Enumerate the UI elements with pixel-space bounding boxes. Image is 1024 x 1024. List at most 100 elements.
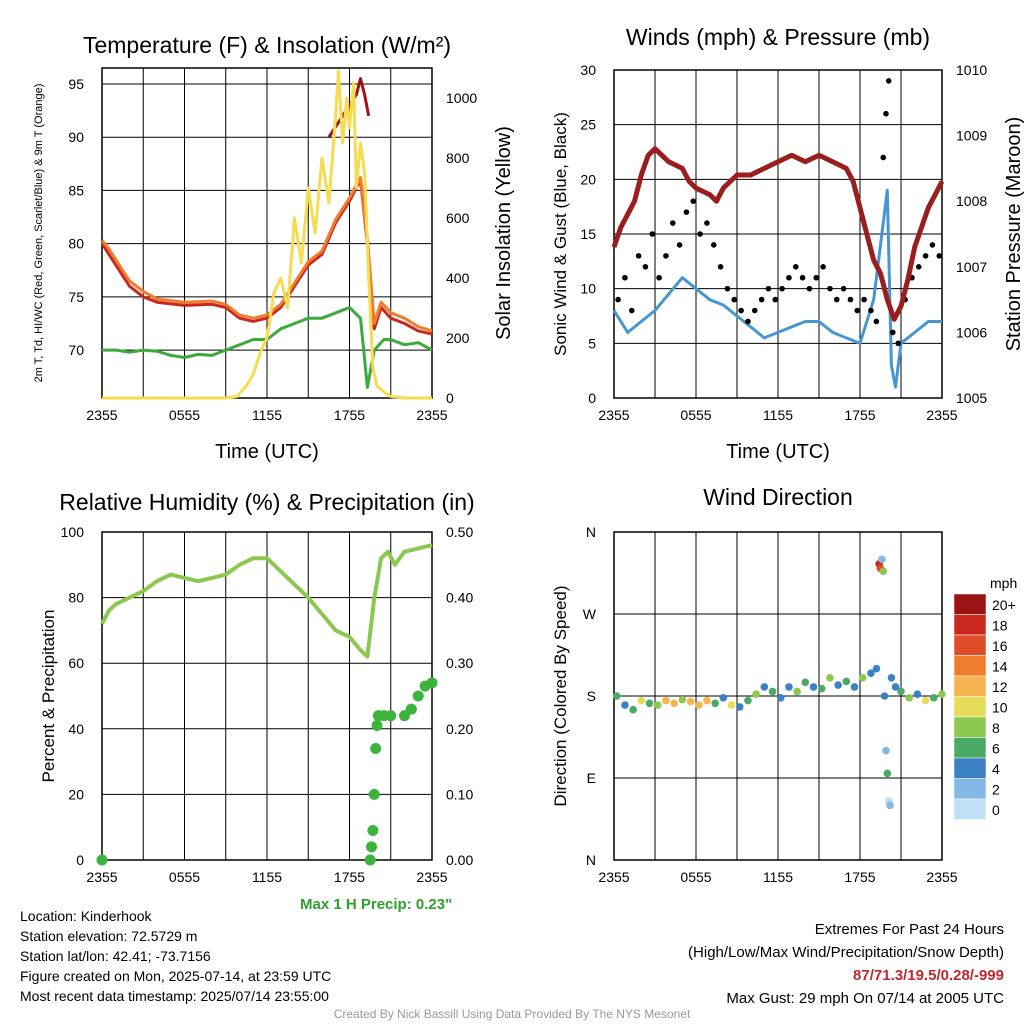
y2-tick-label: 0.50 [446, 524, 473, 540]
temperature-title: Temperature (F) & Insolation (W/m²) [83, 32, 451, 58]
direction-point [637, 696, 646, 705]
y2-tick-label: 1000 [446, 90, 477, 106]
legend-label: 18 [992, 618, 1008, 634]
direction-point [760, 683, 769, 691]
left-axis-label: Sonic Wind & Gust (Blue, Black) [551, 112, 570, 356]
gust-point [676, 242, 683, 248]
direction-point [826, 673, 834, 682]
gust-point [895, 340, 902, 347]
y-tick-label: 20 [68, 786, 84, 802]
direction-point [752, 690, 760, 698]
series-line-sonic-wind [612, 188, 942, 389]
temperature-panel: Temperature (F) & Insolation (W/m²)2355 0… [33, 32, 515, 463]
legend-label: 6 [992, 741, 1000, 757]
direction-point [913, 690, 922, 698]
series-line-relative-humidity [100, 543, 433, 659]
x-tick-label: 1155 [763, 869, 793, 885]
direction-point [809, 683, 818, 691]
direction-point [897, 687, 905, 696]
y-tick-label: 10 [580, 281, 596, 297]
gust-point [731, 296, 738, 303]
gust-point [890, 329, 896, 336]
precip-point [399, 710, 410, 722]
gust-point [758, 296, 765, 303]
gust-point [656, 274, 662, 281]
x-tick-label: 0555 [169, 407, 200, 423]
legend-label: 20+ [992, 597, 1016, 613]
x-tick-label: 0555 [680, 869, 711, 885]
gust-point [936, 253, 943, 259]
x-tick-label: 2355 [598, 407, 629, 423]
right-axis-label: Station Pressure (Maroon) [1003, 117, 1024, 352]
gust-point [786, 274, 792, 281]
direction-point [694, 701, 703, 709]
series-line-td [102, 306, 433, 389]
direction-point [678, 695, 687, 704]
gust-point [772, 296, 779, 303]
left-axis-label: Percent & Precipitation [39, 610, 58, 783]
gust-point [649, 231, 656, 237]
direction-point [887, 673, 896, 682]
legend-label: 12 [992, 679, 1008, 695]
y2-tick-label: 0.10 [446, 786, 473, 802]
gust-point [663, 253, 669, 259]
direction-point [842, 677, 851, 686]
legend-label: 14 [992, 659, 1008, 675]
direction-point [878, 555, 886, 564]
series-line-9m-t [100, 176, 433, 333]
gust-point [847, 296, 854, 303]
direction-point [880, 692, 889, 700]
gust-point [642, 264, 649, 270]
recent-timestamp: Most recent data timestamp: 2025/07/14 2… [20, 988, 329, 1004]
y-tick-label: 100 [61, 524, 85, 540]
direction-point [883, 769, 892, 778]
precip-point [371, 720, 383, 732]
y2-tick-label: 0 [446, 390, 454, 406]
station-elevation: Station elevation: 72.5729 m [20, 928, 198, 944]
gust-point [717, 264, 724, 270]
gust-point [751, 307, 758, 314]
direction-point [867, 669, 875, 678]
gust-point [628, 307, 635, 314]
figure-created: Figure created on Mon, 2025-07-14, at 23… [20, 968, 332, 984]
y2-tick-label: 1006 [956, 324, 987, 340]
legend-swatch [953, 655, 987, 677]
y-tick-label: 20 [580, 171, 596, 187]
y-tick-label: E [587, 770, 596, 786]
gust-point [745, 318, 751, 325]
direction-point [817, 684, 826, 693]
gust-point [690, 198, 697, 204]
direction-point [776, 694, 785, 702]
x-tick-label: 0555 [169, 869, 200, 885]
y2-tick-label: 1009 [956, 128, 987, 144]
x-tick-label: 1755 [334, 407, 365, 423]
legend-swatch [953, 634, 987, 656]
y-tick-label: S [587, 688, 596, 704]
direction-point [686, 697, 695, 706]
y2-tick-label: 0.30 [446, 655, 473, 671]
direction-point [662, 696, 670, 705]
gust-point [615, 296, 621, 303]
y-tick-label: 85 [68, 182, 84, 198]
y2-tick-label: 400 [446, 270, 470, 286]
direction-point [727, 701, 736, 709]
humidity-title: Relative Humidity (%) & Precipitation (i… [59, 489, 474, 515]
extremes-subheading: (High/Low/Max Wind/Precipitation/Snow De… [688, 944, 1004, 961]
x-tick-label: 1755 [334, 869, 365, 885]
precip-point [385, 710, 397, 722]
gust-point [813, 274, 820, 281]
precip-point [426, 677, 438, 689]
y-tick-label: 25 [580, 117, 596, 133]
direction-point [872, 664, 881, 673]
x-tick-label: 1755 [844, 869, 875, 885]
gust-point [820, 264, 826, 270]
direction-point [882, 746, 890, 755]
legend-swatch [953, 716, 987, 738]
gust-point [833, 296, 840, 303]
y-tick-label: 40 [68, 721, 84, 737]
humidity-panel: Relative Humidity (%) & Precipitation (i… [39, 489, 475, 885]
y2-tick-label: 0.40 [446, 590, 473, 606]
direction-point [612, 692, 621, 700]
gust-point [885, 78, 892, 84]
x-tick-label: 1755 [844, 407, 875, 423]
